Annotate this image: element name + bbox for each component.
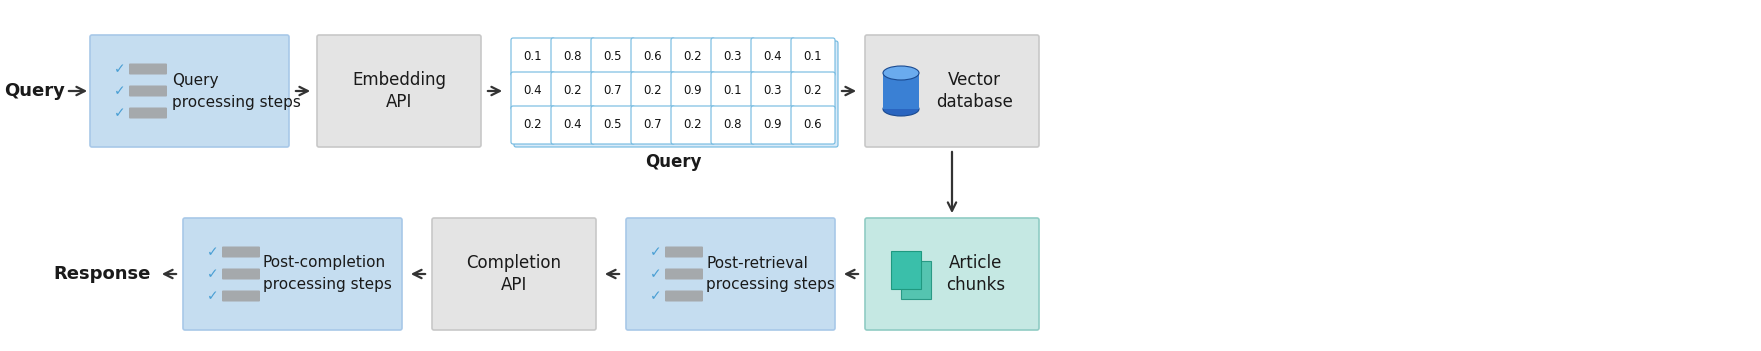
FancyBboxPatch shape xyxy=(183,218,402,330)
Bar xyxy=(882,73,919,109)
FancyBboxPatch shape xyxy=(891,251,921,289)
Text: ✓: ✓ xyxy=(114,62,125,76)
Text: processing steps: processing steps xyxy=(706,278,835,292)
Text: Response: Response xyxy=(53,265,151,283)
Text: Embedding: Embedding xyxy=(352,71,446,89)
FancyBboxPatch shape xyxy=(222,246,261,258)
Text: 0.2: 0.2 xyxy=(523,119,542,132)
Text: 0.2: 0.2 xyxy=(683,51,703,64)
Text: 0.1: 0.1 xyxy=(724,85,743,98)
FancyBboxPatch shape xyxy=(514,41,838,147)
Text: 0.5: 0.5 xyxy=(604,51,622,64)
Ellipse shape xyxy=(882,66,919,80)
Text: 0.4: 0.4 xyxy=(564,119,583,132)
Text: 0.2: 0.2 xyxy=(645,85,662,98)
FancyBboxPatch shape xyxy=(671,38,715,76)
Text: Query: Query xyxy=(645,153,701,171)
Text: ✓: ✓ xyxy=(208,289,218,303)
Text: 0.4: 0.4 xyxy=(764,51,782,64)
Text: 0.2: 0.2 xyxy=(683,119,703,132)
FancyBboxPatch shape xyxy=(129,86,167,97)
FancyBboxPatch shape xyxy=(902,261,932,299)
FancyBboxPatch shape xyxy=(592,38,636,76)
Text: Completion: Completion xyxy=(467,254,562,272)
Text: Post-retrieval: Post-retrieval xyxy=(706,256,808,271)
Text: 0.7: 0.7 xyxy=(645,119,662,132)
FancyBboxPatch shape xyxy=(551,38,595,76)
Text: processing steps: processing steps xyxy=(173,94,301,110)
Text: 0.9: 0.9 xyxy=(764,119,782,132)
Text: API: API xyxy=(386,93,412,111)
FancyBboxPatch shape xyxy=(511,38,555,76)
Text: 0.3: 0.3 xyxy=(724,51,741,64)
Text: 0.1: 0.1 xyxy=(523,51,542,64)
Text: 0.3: 0.3 xyxy=(764,85,782,98)
FancyBboxPatch shape xyxy=(222,269,261,279)
Text: 0.2: 0.2 xyxy=(803,85,822,98)
Text: 0.6: 0.6 xyxy=(645,51,662,64)
FancyBboxPatch shape xyxy=(630,38,674,76)
Text: Query: Query xyxy=(173,73,218,87)
FancyBboxPatch shape xyxy=(317,35,481,147)
FancyBboxPatch shape xyxy=(129,64,167,74)
FancyBboxPatch shape xyxy=(625,218,835,330)
FancyBboxPatch shape xyxy=(711,72,755,110)
FancyBboxPatch shape xyxy=(551,72,595,110)
Text: 0.5: 0.5 xyxy=(604,119,622,132)
Text: Post-completion: Post-completion xyxy=(262,256,386,271)
FancyBboxPatch shape xyxy=(666,269,703,279)
Text: 0.2: 0.2 xyxy=(564,85,583,98)
FancyBboxPatch shape xyxy=(865,35,1039,147)
FancyBboxPatch shape xyxy=(711,106,755,144)
FancyBboxPatch shape xyxy=(666,246,703,258)
FancyBboxPatch shape xyxy=(90,35,289,147)
FancyBboxPatch shape xyxy=(630,72,674,110)
FancyBboxPatch shape xyxy=(129,107,167,119)
Text: ✓: ✓ xyxy=(208,267,218,281)
Text: API: API xyxy=(500,276,527,294)
FancyBboxPatch shape xyxy=(791,38,835,76)
FancyBboxPatch shape xyxy=(791,106,835,144)
FancyBboxPatch shape xyxy=(222,291,261,302)
FancyBboxPatch shape xyxy=(431,218,595,330)
FancyBboxPatch shape xyxy=(511,106,555,144)
FancyBboxPatch shape xyxy=(750,106,794,144)
Text: ✓: ✓ xyxy=(114,84,125,98)
FancyBboxPatch shape xyxy=(630,106,674,144)
FancyBboxPatch shape xyxy=(750,72,794,110)
Text: 0.6: 0.6 xyxy=(803,119,822,132)
Text: database: database xyxy=(935,93,1013,111)
FancyBboxPatch shape xyxy=(666,291,703,302)
Text: 0.8: 0.8 xyxy=(564,51,583,64)
Text: 0.4: 0.4 xyxy=(523,85,542,98)
Text: 0.9: 0.9 xyxy=(683,85,703,98)
FancyBboxPatch shape xyxy=(791,72,835,110)
FancyBboxPatch shape xyxy=(671,72,715,110)
Text: ✓: ✓ xyxy=(208,245,218,259)
FancyBboxPatch shape xyxy=(865,218,1039,330)
Text: ✓: ✓ xyxy=(650,245,662,259)
Text: 0.8: 0.8 xyxy=(724,119,741,132)
FancyBboxPatch shape xyxy=(551,106,595,144)
Text: processing steps: processing steps xyxy=(262,278,393,292)
FancyBboxPatch shape xyxy=(511,72,555,110)
FancyBboxPatch shape xyxy=(592,106,636,144)
FancyBboxPatch shape xyxy=(750,38,794,76)
FancyBboxPatch shape xyxy=(671,106,715,144)
Text: ✓: ✓ xyxy=(650,289,662,303)
Text: ✓: ✓ xyxy=(650,267,662,281)
Ellipse shape xyxy=(882,102,919,116)
Text: ✓: ✓ xyxy=(114,106,125,120)
Text: Article: Article xyxy=(949,254,1002,272)
Text: 0.1: 0.1 xyxy=(803,51,822,64)
Text: Query: Query xyxy=(5,82,65,100)
FancyBboxPatch shape xyxy=(711,38,755,76)
Text: 0.7: 0.7 xyxy=(604,85,622,98)
Text: Vector: Vector xyxy=(947,71,1000,89)
FancyBboxPatch shape xyxy=(592,72,636,110)
Text: chunks: chunks xyxy=(946,276,1006,294)
